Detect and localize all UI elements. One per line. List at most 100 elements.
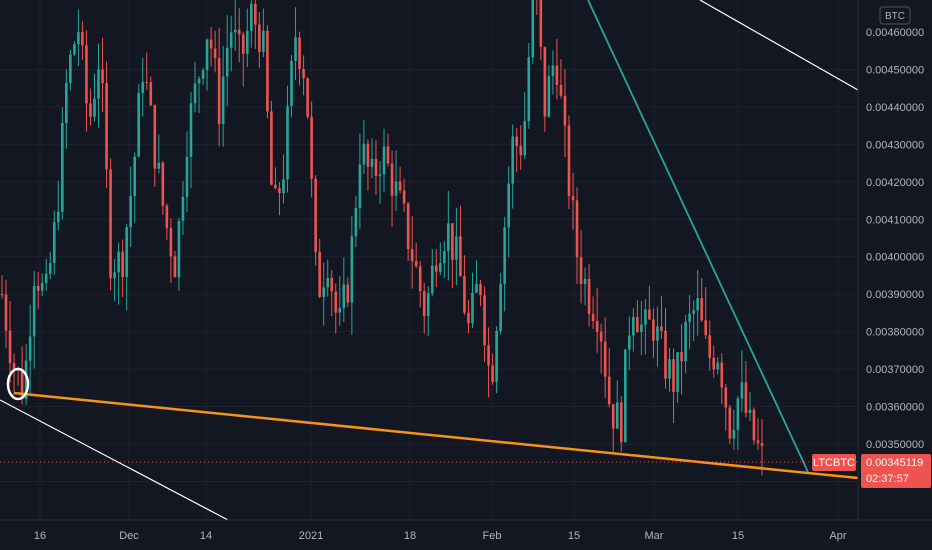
candle-body <box>65 82 68 123</box>
time-axis[interactable] <box>0 520 858 550</box>
touch-point-circle[interactable] <box>6 367 30 401</box>
candle-body <box>40 282 44 291</box>
candle-body <box>463 276 466 313</box>
candle-body <box>720 362 724 388</box>
last-price-label: 0.00345119 <box>866 457 923 469</box>
candle-body <box>314 178 317 253</box>
candle-body <box>137 92 141 157</box>
upper-channel-line[interactable] <box>699 0 859 91</box>
candle-body <box>44 273 48 283</box>
date-tick-label: 14 <box>200 530 212 542</box>
candle-body <box>322 287 325 297</box>
candle-body <box>531 0 535 58</box>
candle-body <box>382 146 386 175</box>
candle-body <box>587 279 591 314</box>
candle-body <box>20 368 24 400</box>
candle-body <box>652 319 655 341</box>
date-tick-label: 15 <box>568 530 580 542</box>
candle-body <box>443 251 446 264</box>
candle-body <box>555 65 559 85</box>
candle-body <box>459 236 462 277</box>
price-tick-label: 0.00460000 <box>866 27 924 39</box>
candle-body <box>559 84 563 96</box>
candle-body <box>254 3 257 25</box>
candle-body <box>760 443 764 447</box>
price-axis[interactable] <box>858 0 932 520</box>
currency-badge[interactable]: BTC <box>885 11 905 22</box>
candle-body <box>28 336 32 361</box>
candle-body <box>414 261 418 267</box>
candle-body <box>418 266 422 292</box>
candle-body <box>189 103 193 157</box>
support-trendline[interactable] <box>13 391 859 480</box>
candle-body <box>708 335 712 358</box>
lower-channel-line[interactable] <box>0 399 229 521</box>
candle-body <box>632 316 635 336</box>
price-tick-label: 0.00350000 <box>866 439 924 451</box>
date-tick-label: Feb <box>483 530 502 542</box>
resistance-trendline[interactable] <box>587 0 809 473</box>
price-tick-label: 0.00430000 <box>866 139 924 151</box>
candle-body <box>346 284 350 303</box>
candle-body <box>599 331 603 342</box>
candle-body <box>672 359 675 392</box>
candle-body <box>495 330 498 382</box>
candle-body <box>563 95 567 126</box>
candle-body <box>245 30 249 54</box>
candle-body <box>117 251 120 273</box>
candle-body <box>153 105 157 169</box>
date-tick-label: Mar <box>645 530 664 542</box>
candle-body <box>567 125 571 197</box>
candle-body <box>85 45 88 104</box>
candle-body <box>374 158 378 176</box>
candle-body <box>133 156 136 196</box>
candle-body <box>48 262 52 274</box>
candle-body <box>32 285 36 337</box>
candle-body <box>241 34 245 54</box>
candle-body <box>298 37 301 69</box>
candle-body <box>628 335 631 350</box>
candle-body <box>487 345 490 366</box>
candle-body <box>193 83 197 104</box>
price-tick-label: 0.00440000 <box>866 102 924 114</box>
candle-body <box>173 256 177 278</box>
candle-body <box>700 298 703 321</box>
countdown-label: 02:37:57 <box>866 473 909 485</box>
candle-body <box>756 440 760 444</box>
candle-body <box>229 32 233 48</box>
trendlines[interactable] <box>0 0 859 521</box>
candle-body <box>515 136 519 146</box>
candle-body <box>455 236 458 260</box>
candle-body <box>640 324 643 332</box>
candle-body <box>619 402 623 443</box>
candle-body <box>378 174 382 176</box>
candle-body <box>519 145 523 156</box>
candle-body <box>24 360 28 400</box>
candle-body <box>358 164 362 208</box>
candle-body <box>623 349 627 443</box>
candle-body <box>724 387 728 408</box>
candle-body <box>736 398 740 430</box>
candle-body <box>696 298 699 311</box>
candle-body <box>338 308 342 313</box>
candle-body <box>282 179 285 194</box>
candle-body <box>237 29 241 35</box>
candle-body <box>511 136 514 184</box>
candle-body <box>732 429 736 439</box>
candle-body <box>101 69 104 84</box>
candle-body <box>499 283 502 331</box>
candle-body <box>410 249 414 262</box>
candle-body <box>177 220 181 278</box>
candle-body <box>728 407 732 439</box>
candlestick-series <box>0 0 764 476</box>
candle-body <box>217 58 221 124</box>
candle-body <box>121 251 124 278</box>
candle-body <box>712 357 716 370</box>
candle-body <box>644 309 647 325</box>
price-tick-label: 0.00400000 <box>866 252 924 264</box>
candle-body <box>362 143 366 165</box>
candle-body <box>451 223 454 260</box>
date-tick-label: 15 <box>732 530 744 542</box>
currency-badge-box[interactable] <box>879 6 911 25</box>
